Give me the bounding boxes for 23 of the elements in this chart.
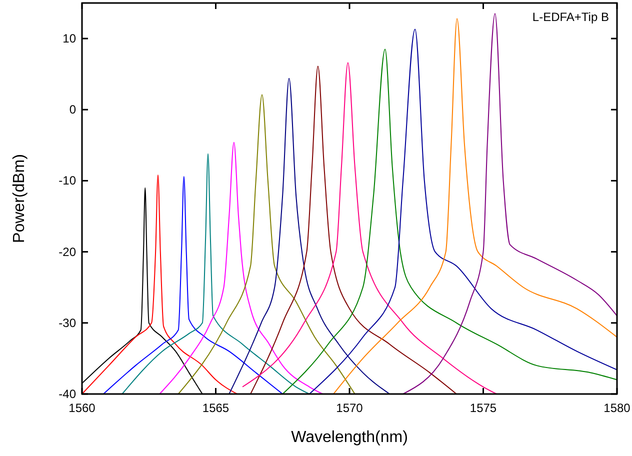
line-series bbox=[242, 62, 498, 394]
line-series bbox=[228, 78, 390, 394]
x-axis-title: Wavelength(nm) bbox=[291, 429, 408, 446]
x-tick-label: 1565 bbox=[202, 401, 230, 415]
y-tick-label: -10 bbox=[58, 174, 76, 188]
y-tick-label: -30 bbox=[58, 316, 76, 330]
line-series bbox=[82, 174, 238, 394]
y-tick-label: -20 bbox=[58, 244, 76, 259]
y-tick-label: 10 bbox=[62, 32, 76, 46]
line-series bbox=[159, 142, 324, 394]
line-series bbox=[402, 13, 617, 394]
x-tick-label: 1560 bbox=[68, 401, 96, 415]
line-series bbox=[250, 66, 457, 394]
annotation: L-EDFA+Tip B bbox=[532, 10, 609, 24]
x-tick-label: 1575 bbox=[470, 401, 497, 415]
y-tick-label: 0 bbox=[69, 102, 76, 117]
x-tick-label: 1570 bbox=[336, 401, 364, 415]
line-series bbox=[122, 153, 310, 394]
x-tick-label: 1580 bbox=[604, 401, 631, 415]
line-series bbox=[178, 94, 356, 394]
line-series bbox=[102, 176, 284, 394]
y-axis-title: Power(dBm) bbox=[11, 154, 28, 243]
y-tick-label: -40 bbox=[58, 387, 76, 401]
